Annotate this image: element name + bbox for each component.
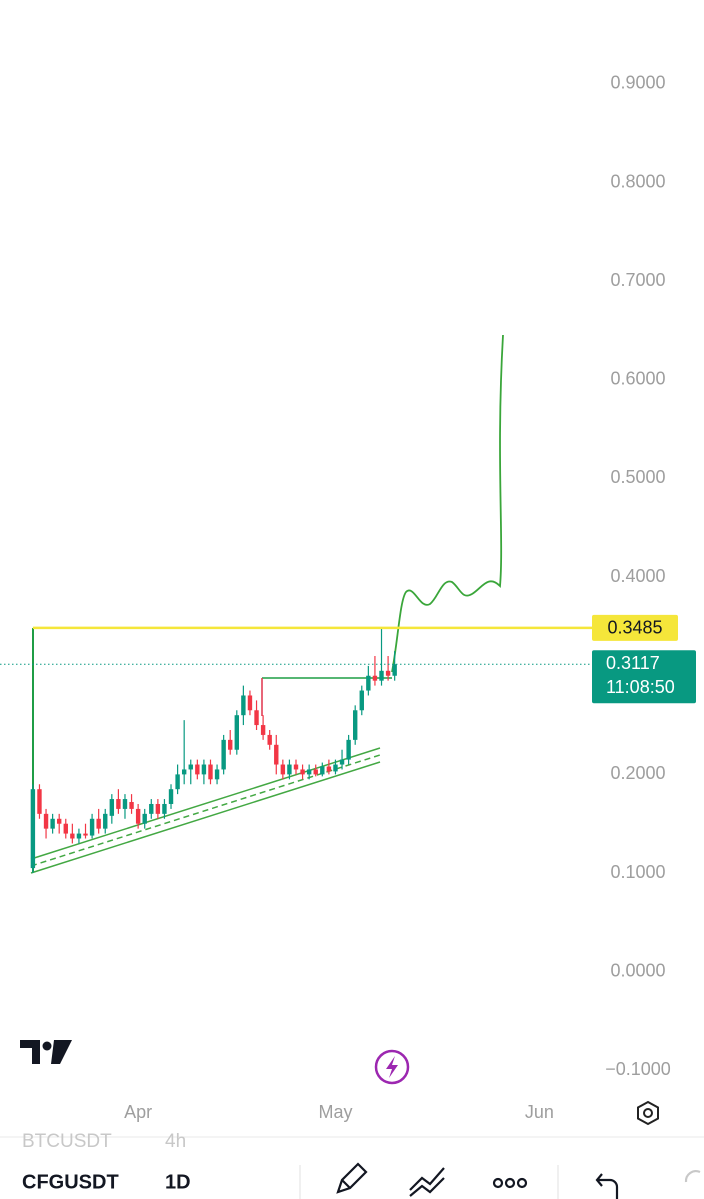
candle-body [267, 734, 272, 745]
y-tick-label: 0.8000 [610, 171, 665, 191]
x-tick-label: May [318, 1102, 352, 1122]
forecast-path [391, 334, 504, 673]
candle-body [96, 818, 101, 829]
lightning-button[interactable] [374, 1049, 410, 1085]
candle-body [214, 769, 220, 780]
candle-body [57, 818, 62, 824]
candle-body [280, 764, 286, 775]
candle-body [175, 774, 180, 790]
candle-body [260, 725, 266, 735]
candle-body [320, 766, 325, 775]
y-tick-label: 0.5000 [610, 467, 665, 487]
candle-body [208, 764, 213, 780]
candle-body [129, 802, 134, 809]
candle-body [287, 764, 292, 775]
candle-body [149, 803, 154, 814]
candle-body [254, 710, 259, 726]
candle-body [372, 675, 378, 681]
candle-body [30, 789, 36, 869]
candle-body [70, 833, 75, 839]
y-tick-label: 0.7000 [610, 270, 665, 290]
candle-body [313, 769, 318, 775]
candle-body [353, 710, 358, 740]
candle-body [221, 739, 226, 770]
candle-body [43, 813, 49, 829]
y-tick-label: 0.4000 [610, 566, 665, 586]
candle-body [168, 789, 174, 804]
last-price-box [592, 650, 696, 704]
x-tick-label: Apr [124, 1102, 152, 1122]
candle-body [234, 715, 239, 750]
y-tick-label: 0.6000 [610, 369, 665, 389]
candle-body [366, 675, 371, 691]
symbol[interactable]: CFGUSDT [22, 1171, 119, 1193]
more-button[interactable] [492, 1177, 528, 1189]
candle-body [135, 808, 141, 824]
candle-body [359, 690, 364, 711]
candle-body [379, 670, 384, 681]
candle-body [63, 823, 68, 834]
candle-body [241, 695, 246, 716]
trend-line [30, 761, 381, 874]
candle-body [300, 769, 305, 775]
candle-body [89, 818, 95, 836]
candle-body [392, 664, 397, 676]
candle-body [155, 803, 161, 814]
candle-body [188, 764, 193, 770]
candle-body [50, 818, 55, 829]
candle-body [83, 833, 88, 836]
candle-body [181, 769, 187, 775]
tradingview-logo [20, 1040, 72, 1064]
countdown: 11:08:50 [606, 677, 675, 697]
candle-body [162, 803, 167, 814]
watchlist-interval[interactable]: 4h [165, 1131, 186, 1152]
candle-body [326, 766, 332, 772]
y-tick-label: −0.1000 [605, 1059, 671, 1079]
y-tick-label: 0.9000 [610, 73, 665, 93]
y-tick-label: 0.2000 [610, 763, 665, 783]
candle-body [103, 813, 108, 829]
redo-button[interactable] [684, 1170, 701, 1183]
y-tick-label: 0.0000 [610, 960, 665, 980]
candle-body [274, 744, 279, 765]
y-tick-label: 0.1000 [610, 862, 665, 882]
draw-button[interactable] [336, 1162, 368, 1194]
price-line-label: 0.3485 [607, 618, 662, 638]
plot: 0.9000 0.8000 0.7000 0.6000 0.5000 0.4000 0.20… [0, 73, 696, 1122]
interval[interactable]: 1D [165, 1171, 191, 1193]
candle-body [201, 764, 207, 775]
candle-body [76, 833, 82, 839]
price-line-label-box [592, 614, 678, 641]
settings-button[interactable] [637, 1100, 659, 1126]
candle-body [122, 799, 128, 809]
candle-body [228, 739, 233, 750]
indicators-button[interactable] [409, 1167, 445, 1197]
candle-body [306, 769, 312, 775]
candle-body [333, 764, 338, 772]
candle-body [346, 739, 351, 760]
undo-button[interactable] [595, 1173, 619, 1199]
candle-body [293, 764, 299, 770]
watchlist-symbol[interactable]: BTCUSDT [22, 1131, 112, 1152]
last-price-label: 0.3117 [606, 653, 660, 673]
candle-body [339, 759, 345, 765]
candle-body [142, 813, 147, 824]
candle-body [116, 799, 121, 809]
candle-body [37, 789, 42, 814]
x-tick-label: Jun [525, 1102, 554, 1122]
candle-body [247, 695, 253, 711]
candle-body [109, 799, 115, 816]
candle-body [385, 670, 391, 676]
candle-body [195, 764, 200, 775]
